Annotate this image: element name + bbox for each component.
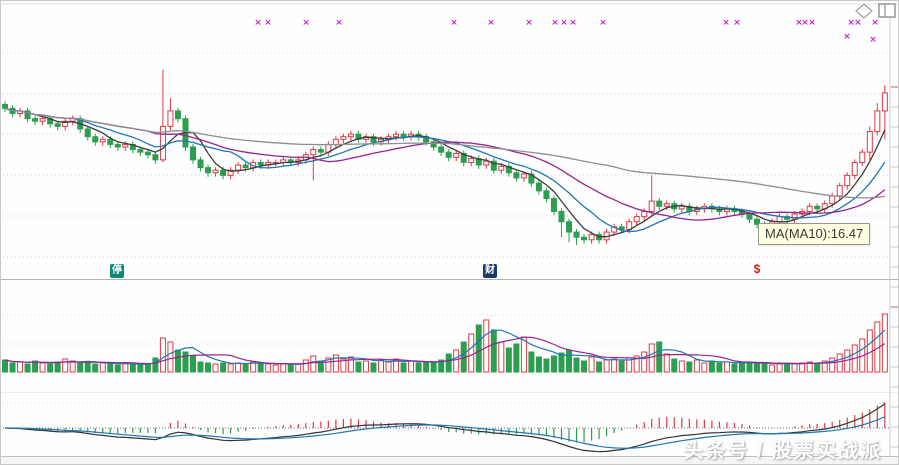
event-marker-x: × (854, 18, 862, 28)
grid-lines (3, 52, 889, 429)
macd-dea-line (4, 416, 886, 449)
candlesticks (2, 69, 888, 245)
volume-ma-MAVOL10 (4, 336, 886, 365)
window-icon[interactable] (878, 3, 896, 18)
price-ma-MA20 (4, 107, 886, 221)
right-axis (889, 4, 898, 456)
event-marker-x: × (808, 18, 816, 28)
top-event-markers: × × × × × × × × × × × × × ×× × × × ×× × (254, 18, 879, 45)
event-icon-dividend[interactable]: $ (753, 262, 761, 276)
macd-dif-line (4, 403, 886, 453)
event-marker-x: × (801, 18, 809, 28)
event-marker-x: × (560, 18, 568, 28)
event-icon-cai[interactable]: 财 (483, 264, 497, 278)
event-marker-x: × (722, 18, 730, 28)
event-marker-x: × (302, 18, 310, 28)
event-marker-x: × (599, 18, 607, 28)
pane-dividers (1, 3, 898, 464)
event-marker-x: × (795, 18, 803, 28)
event-marker-x: × (335, 18, 343, 28)
event-marker-x: × (450, 18, 458, 28)
event-marker-x: × (264, 18, 272, 28)
event-marker-x: × (871, 18, 879, 28)
window-controls (855, 3, 898, 19)
price-ma-MA5 (4, 107, 886, 238)
volume-ma-MAVOL5 (4, 329, 886, 366)
ma-value-tooltip: MA(MA10):16.47 (758, 223, 871, 245)
event-marker-x: × (254, 18, 262, 28)
event-marker-x: × (569, 18, 577, 28)
event-marker-x: × (847, 18, 855, 28)
watermark-text: 头条号 / 股票实战派 (683, 440, 882, 462)
event-marker-x: × (843, 32, 851, 42)
event-marker-x: × (487, 18, 495, 28)
event-icon-ting[interactable]: 停 (110, 264, 124, 278)
price-ma-MA60 (4, 107, 885, 199)
event-marker-x: × (551, 18, 559, 28)
price-ma-MA10 (4, 107, 886, 233)
event-marker-x: × (869, 35, 877, 45)
diamond-icon[interactable] (855, 3, 873, 19)
event-marker-x: × (733, 18, 741, 28)
event-marker-x: × (525, 18, 533, 28)
